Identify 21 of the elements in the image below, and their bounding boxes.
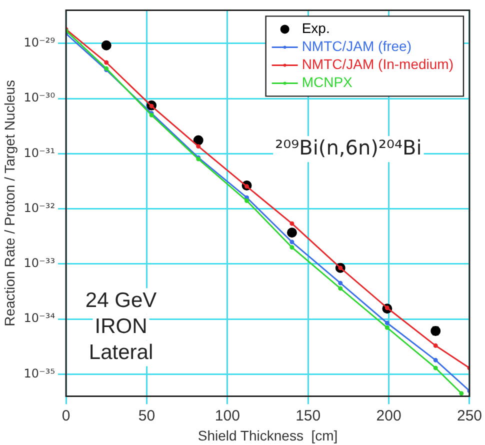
annotation: ²⁰⁹Bi(n,6n)²⁰⁴Bi (275, 135, 422, 160)
x-tick-label: 0 (62, 407, 70, 424)
y-tick-label: 10⁻³¹ (24, 146, 56, 160)
legend-label: MCNPX (302, 74, 354, 90)
legend-label: Exp. (302, 20, 330, 36)
y-tick-label: 10⁻³² (24, 200, 56, 215)
x-axis-title: Shield Thickness [cm] (198, 427, 338, 444)
annotation: 24 GeV IRON Lateral (85, 288, 157, 364)
legend-label: NMTC/JAM (free) (302, 38, 412, 54)
y-tick-label: 10⁻²⁹ (24, 36, 56, 50)
y-tick-label: 10⁻³⁵ (24, 366, 56, 380)
x-tick-label: 100 (214, 407, 240, 424)
y-tick-label: 10⁻³⁴ (24, 311, 56, 326)
legend-label: NMTC/JAM (In-medium) (302, 56, 454, 72)
x-tick-label: 150 (296, 407, 321, 424)
x-tick-label: 250 (456, 407, 482, 424)
y-tick-label: 10⁻³³ (24, 256, 56, 270)
x-tick-label: 50 (138, 407, 156, 424)
x-tick-label: 200 (376, 407, 402, 424)
y-axis-title: Reaction Rate / Proton / Target Nucleus (1, 80, 18, 326)
y-tick-label: 10⁻³⁰ (24, 90, 56, 105)
